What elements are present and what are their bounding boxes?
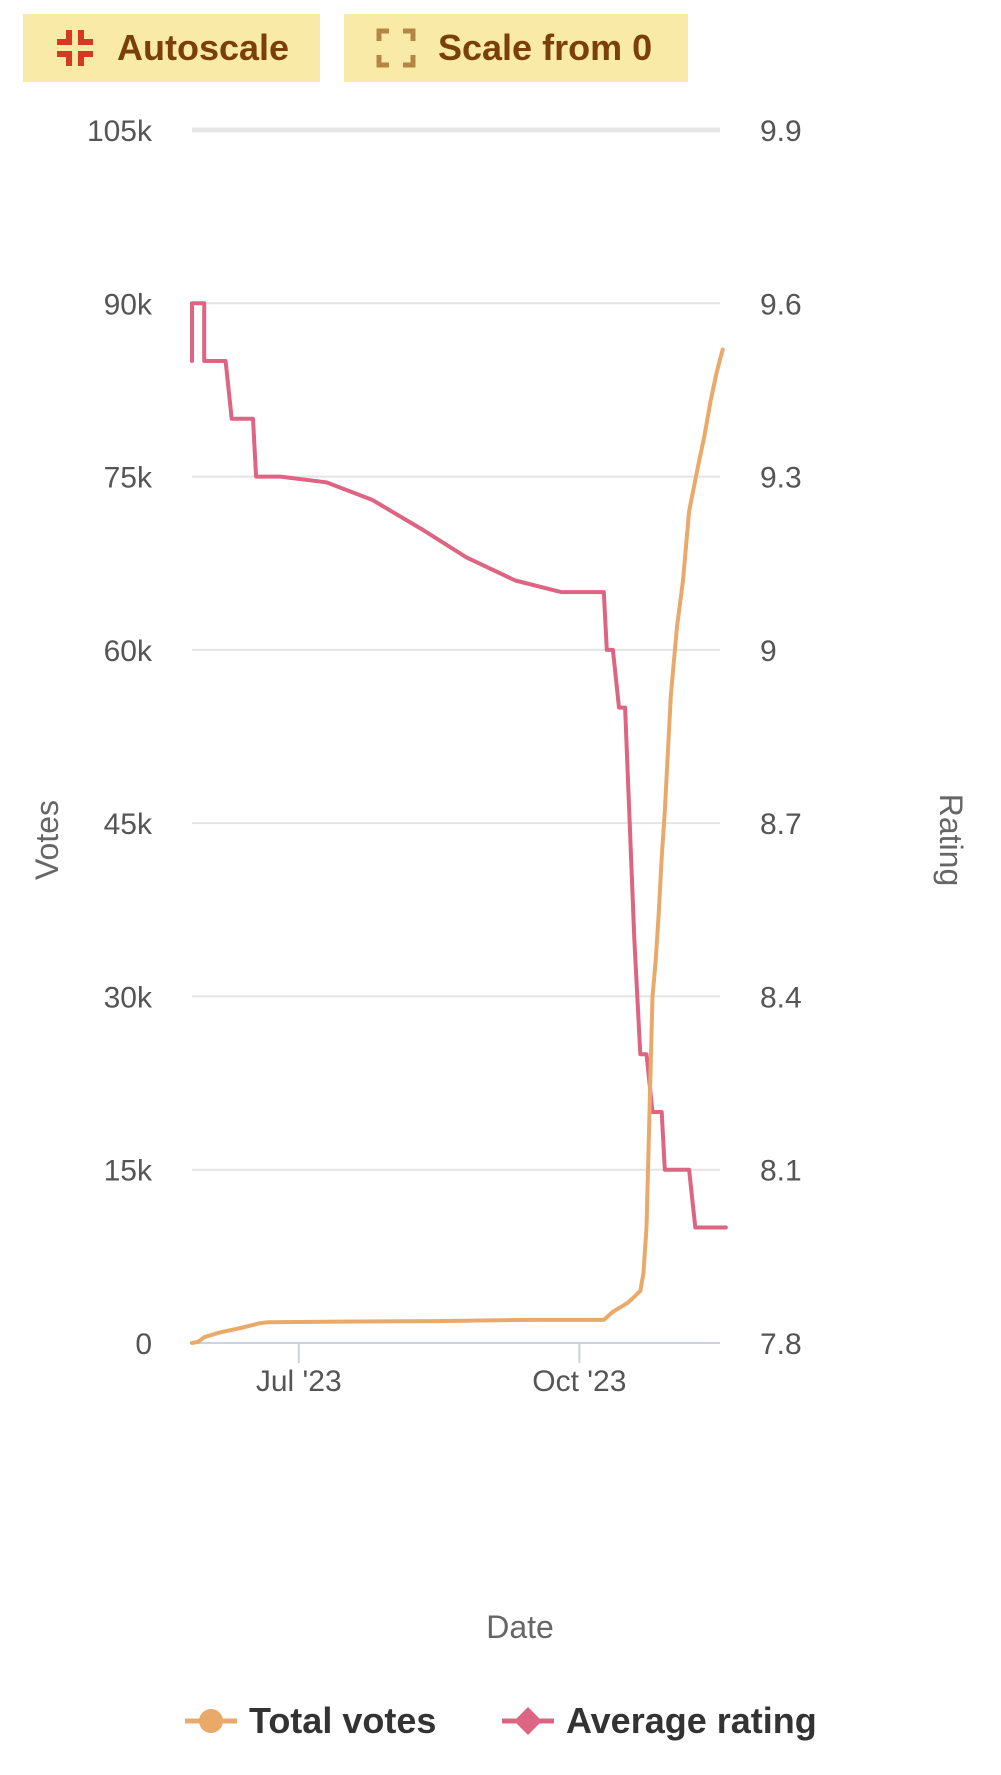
y-right-tick-label: 8.1 [760, 1155, 802, 1188]
y-right-tick-label: 9.6 [760, 288, 802, 321]
legend-item-average-rating[interactable]: Average rating [500, 1700, 817, 1742]
y-right-tick-label: 8.4 [760, 981, 802, 1014]
y-left-tick-label: 15k [104, 1155, 153, 1188]
series-lines [190, 301, 728, 1345]
grid-lines [192, 127, 720, 1171]
total-votes-line [190, 347, 725, 1345]
y-left-tick-label: 75k [104, 462, 153, 495]
y-left-tick-label: 105k [87, 115, 153, 148]
scale-from-zero-label: Scale from 0 [438, 27, 653, 68]
x-tick-label: Jul '23 [256, 1365, 342, 1398]
autoscale-label: Autoscale [117, 27, 290, 68]
legend: Total votes Average rating [0, 1700, 1001, 1760]
autoscale-button[interactable]: Autoscale [23, 14, 320, 82]
expand-icon [376, 28, 416, 68]
y-axis-right-title: Rating [933, 794, 969, 887]
x-tick-label: Oct '23 [532, 1365, 626, 1398]
scale-from-zero-button[interactable]: Scale from 0 [344, 14, 688, 82]
legend-label-total-votes: Total votes [249, 1700, 437, 1741]
x-axis-title: Date [486, 1609, 554, 1645]
y-right-tick-label: 9 [760, 635, 777, 668]
y-left-tick-label: 60k [104, 635, 153, 668]
y-left-tick-label: 45k [104, 808, 153, 841]
y-axis-left-title: Votes [29, 800, 65, 880]
left-axis-ticks: 0 15k 30k 45k 60k 75k 90k 105k [87, 115, 153, 1361]
circle-marker-icon [185, 1709, 237, 1733]
y-right-tick-label: 9.3 [760, 462, 802, 495]
legend-label-average-rating: Average rating [566, 1700, 817, 1741]
legend-item-total-votes[interactable]: Total votes [183, 1700, 436, 1742]
y-right-tick-label: 9.9 [760, 115, 802, 148]
y-left-tick-label: 30k [104, 981, 153, 1014]
right-axis-ticks: 7.8 8.1 8.4 8.7 9 9.3 9.6 9.9 [760, 115, 802, 1361]
diamond-marker-icon [502, 1707, 554, 1735]
x-axis: Jul '23 Oct '23 [192, 1342, 720, 1398]
y-right-tick-label: 8.7 [760, 808, 802, 841]
y-left-tick-label: 90k [104, 288, 153, 321]
compress-icon [57, 30, 93, 66]
y-right-tick-label: 7.8 [760, 1328, 802, 1361]
average-rating-line [190, 301, 728, 1230]
y-left-tick-label: 0 [135, 1328, 152, 1361]
votes-rating-chart: 0 15k 30k 45k 60k 75k 90k 105k 7.8 8.1 8.4 8.7 9 9.3… [29, 115, 969, 1645]
